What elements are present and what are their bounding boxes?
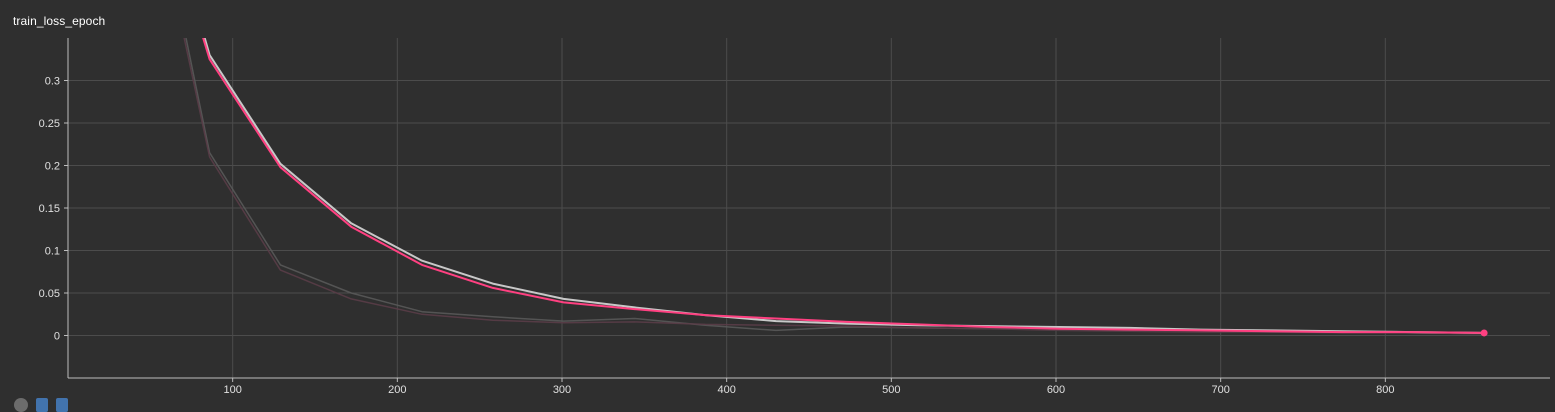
x-tick-label: 700 — [1211, 384, 1229, 396]
log-scale-icon[interactable] — [36, 398, 48, 412]
series-line-4 — [202, 38, 1486, 334]
fit-domain-icon[interactable] — [56, 398, 68, 412]
x-tick-label: 300 — [553, 384, 571, 396]
chart-title: train_loss_epoch — [13, 14, 106, 28]
series-line-2 — [183, 38, 1485, 335]
x-tick-label: 400 — [717, 384, 735, 396]
y-tick-label: 0.1 — [45, 246, 60, 258]
y-tick-label: 0.05 — [39, 288, 60, 300]
x-tick-label: 600 — [1047, 384, 1065, 396]
x-tick-label: 200 — [388, 384, 406, 396]
series-line-3 — [203, 38, 1486, 334]
fullscreen-icon[interactable] — [14, 398, 28, 412]
y-tick-label: 0.25 — [39, 118, 60, 130]
y-tick-label: 0.15 — [39, 203, 60, 215]
x-tick-label: 500 — [882, 384, 900, 396]
x-tick-label: 100 — [223, 384, 241, 396]
y-tick-label: 0.2 — [45, 161, 60, 173]
y-tick-label: 0.3 — [45, 76, 60, 88]
x-tick-label: 800 — [1376, 384, 1394, 396]
y-tick-label: 0 — [54, 331, 60, 343]
chart-toolbar — [14, 398, 68, 412]
series-line-1 — [185, 38, 1485, 335]
last-point-marker — [1480, 329, 1488, 337]
series-group — [183, 38, 1486, 335]
